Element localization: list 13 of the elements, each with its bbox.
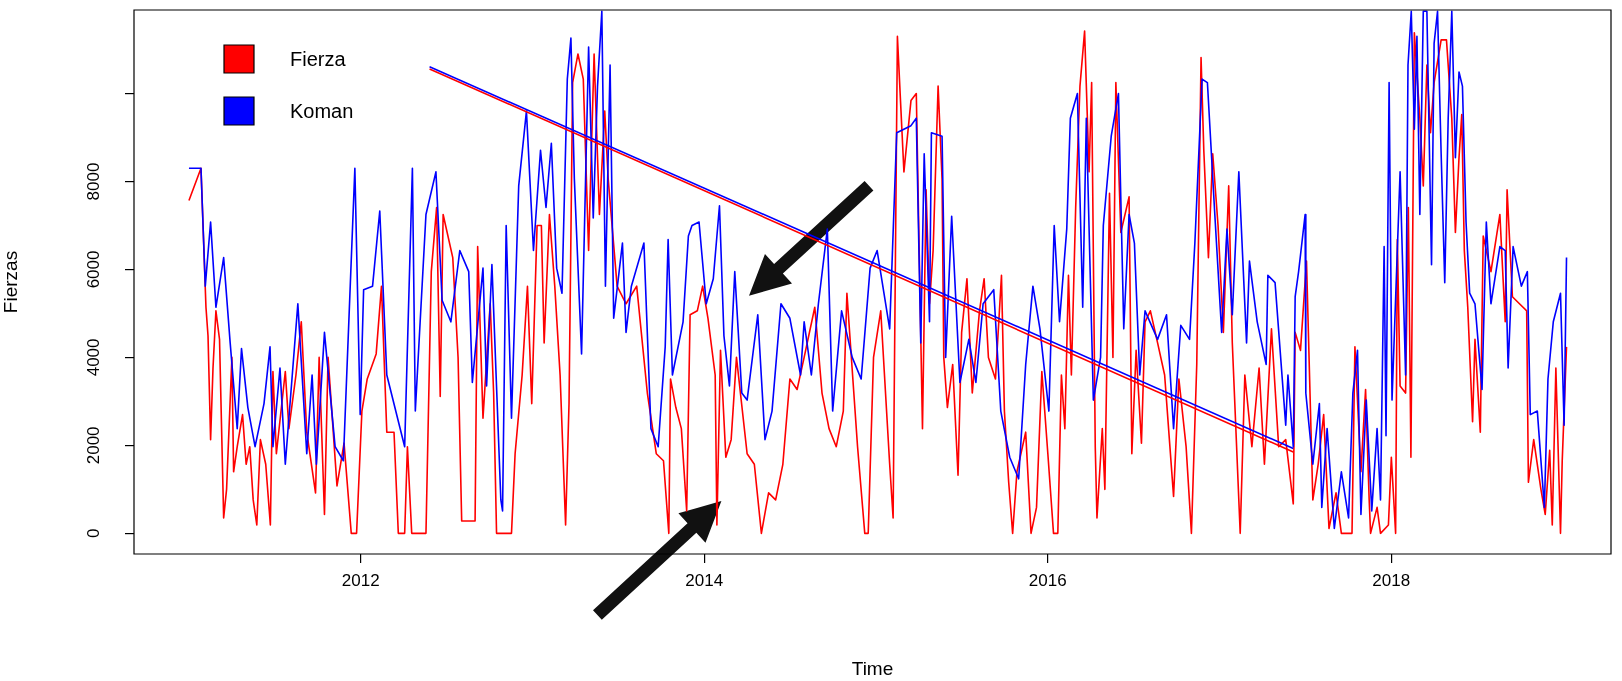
y-tick-label: 6000 [83, 250, 103, 289]
x-axis-title: Time [851, 657, 894, 679]
y-tick-label: 2000 [83, 426, 103, 465]
x-tick-label: 2012 [341, 570, 380, 590]
x-tick-label: 2018 [1372, 570, 1411, 590]
legend-label: Fierza [290, 47, 347, 70]
y-tick-label: 4000 [83, 338, 103, 377]
x-tick-label: 2014 [685, 570, 724, 590]
legend-label: Koman [290, 99, 354, 122]
y-tick-label: 8000 [83, 162, 103, 201]
y-tick-label: 0 [83, 528, 103, 539]
y-axis-title: Fierzas [0, 250, 21, 314]
x-tick-label: 2016 [1028, 570, 1067, 590]
